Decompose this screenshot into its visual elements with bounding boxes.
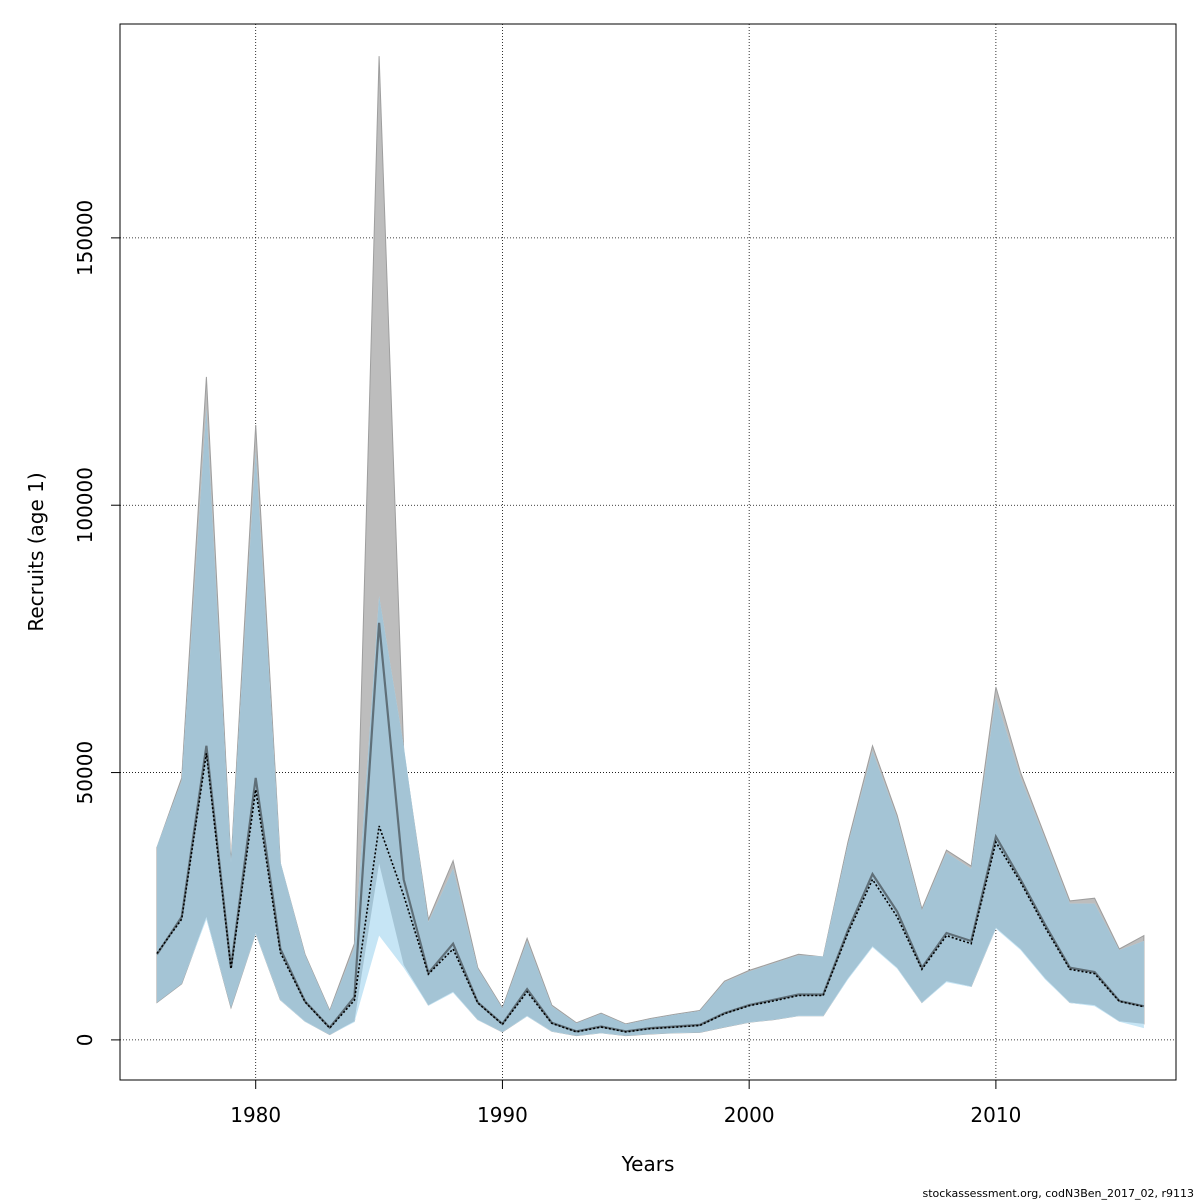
x-tick-label: 1990 [477,1103,528,1127]
plot-frame [119,23,1177,1081]
x-tick-label: 2000 [724,1103,775,1127]
y-tick-label: 150000 [73,200,97,276]
y-axis-title: Recruits (age 1) [24,472,48,631]
credit-text: stockassessment.org, codN3Ben_2017_02, r… [922,1187,1194,1200]
y-tick-label: 50000 [73,741,97,805]
x-axis-title: Years [621,1152,675,1176]
y-tick-label: 100000 [73,467,97,543]
previous-estimate-line [156,622,1145,1033]
x-axis: 1980 1990 2000 2010 [230,1080,1021,1127]
x-tick-label: 1980 [230,1103,281,1127]
y-tick-label: 0 [73,1034,97,1047]
series-lines [156,622,1145,1033]
y-axis: 0 50000 100000 150000 [73,200,120,1047]
x-tick-label: 2010 [970,1103,1021,1127]
